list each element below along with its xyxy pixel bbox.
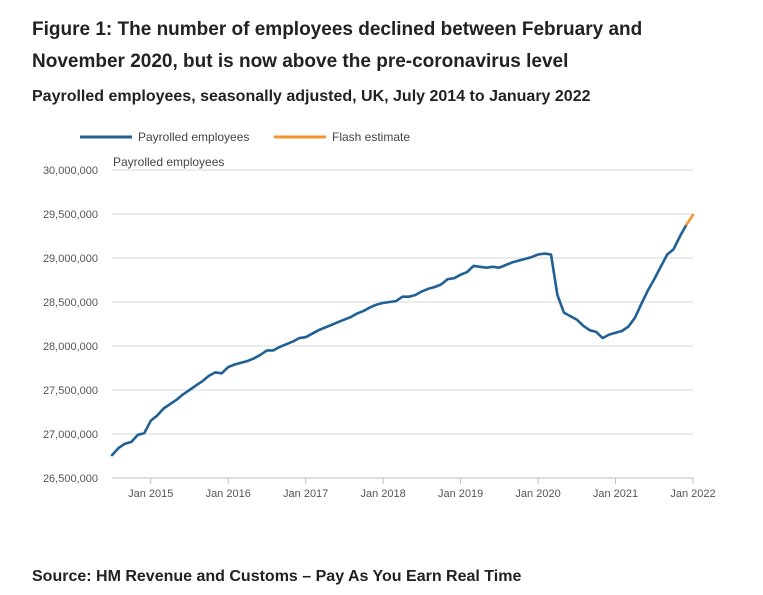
y-tick-label: 27,500,000 [43, 385, 98, 397]
y-tick-label: 27,000,000 [43, 429, 98, 441]
gridlines [112, 169, 693, 479]
x-tick-label: Jan 2019 [438, 488, 483, 500]
x-axis: Jan 2015 Jan 2016 Jan 2017 Jan 2018 Jan 2019… [128, 478, 716, 500]
x-tick-label: Jan 2015 [128, 488, 173, 500]
y-axis: 26,500,000 27,000,000 27,500,000 28,000,000… [43, 165, 98, 485]
y-tick-label: 28,000,000 [43, 341, 98, 353]
y-tick-label: 30,000,000 [43, 165, 98, 177]
x-tick-label: Jan 2021 [593, 488, 638, 500]
x-tick-label: Jan 2017 [283, 488, 328, 500]
x-tick-label: Jan 2016 [206, 488, 251, 500]
x-tick-label: Jan 2020 [515, 488, 560, 500]
chart-legend: Payrolled employees Flash estimate [80, 130, 410, 144]
figure-title: Figure 1: The number of employees declin… [32, 19, 643, 72]
series-line-payrolled-employees [110, 223, 688, 457]
series-lines [110, 213, 695, 457]
y-axis-title: Payrolled employees [113, 155, 224, 169]
series-line-flash-estimate [685, 213, 695, 226]
source-note: Source: HM Revenue and Customs – Pay As … [32, 568, 522, 585]
y-tick-label: 29,500,000 [43, 209, 98, 221]
y-tick-label: 26,500,000 [43, 473, 98, 485]
y-tick-label: 28,500,000 [43, 297, 98, 309]
chart-subtitle: Payrolled employees, seasonally adjusted… [32, 88, 591, 105]
legend-label-payrolled-employees: Payrolled employees [138, 130, 249, 144]
legend-label-flash-estimate: Flash estimate [332, 130, 410, 144]
x-tick-label: Jan 2018 [361, 488, 406, 500]
x-tick-label: Jan 2022 [670, 488, 715, 500]
y-tick-label: 29,000,000 [43, 253, 98, 265]
line-chart: Payrolled employees Flash estimate Payro… [43, 130, 716, 500]
